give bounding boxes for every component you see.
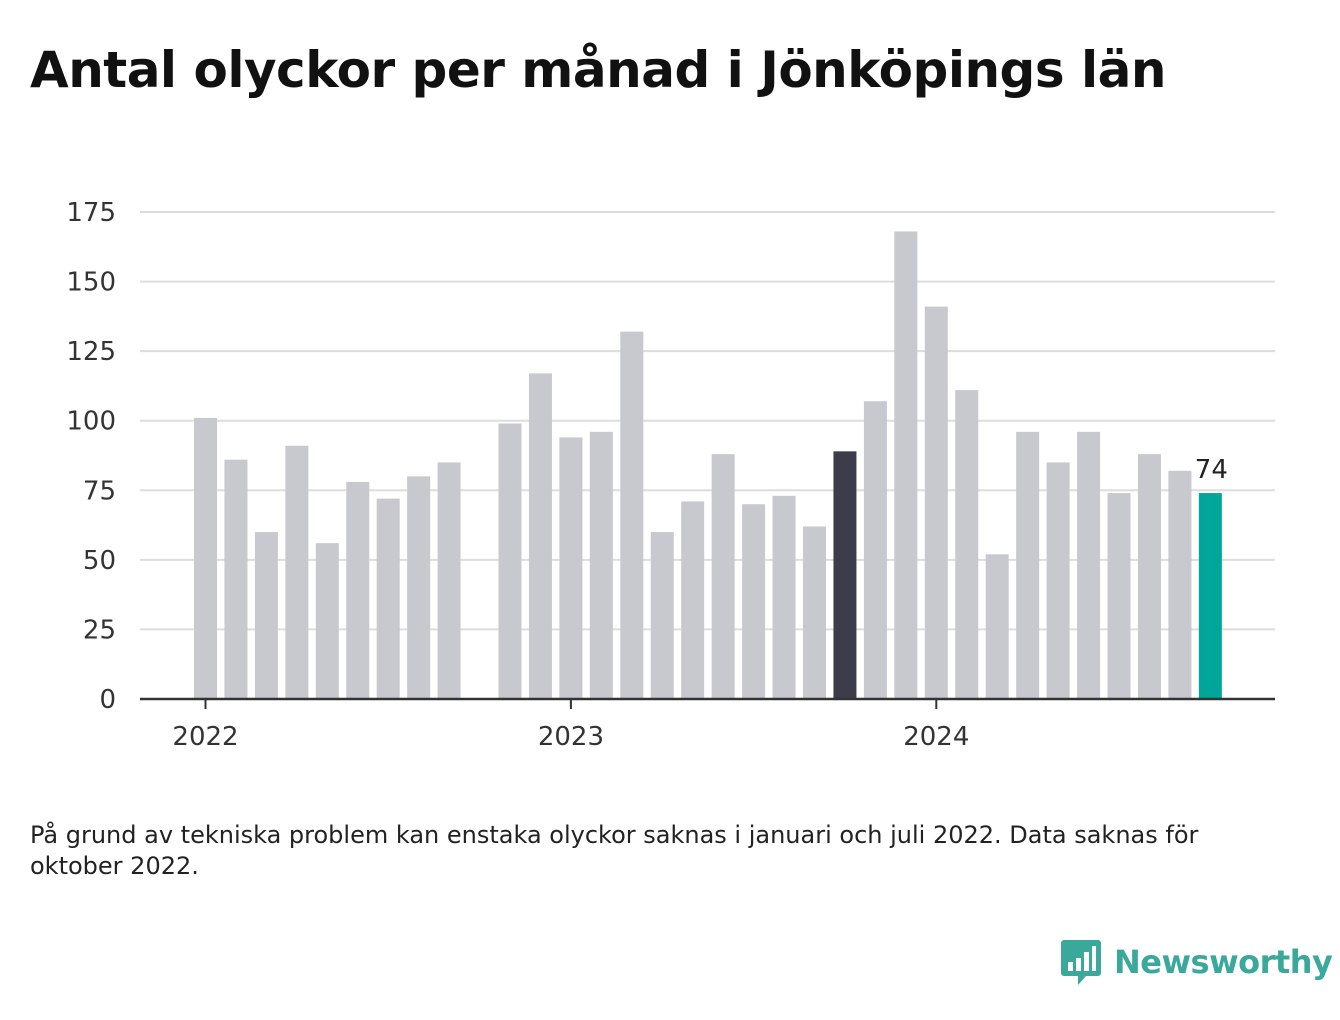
bar-2024-04	[1016, 431, 1040, 699]
y-tick-label: 100	[66, 407, 116, 437]
bar-2023-01	[559, 437, 583, 699]
bar-2022-03	[254, 532, 278, 699]
bar-2024-09	[1168, 470, 1192, 699]
bar-2023-11	[863, 401, 887, 699]
bar-2022-05	[315, 543, 339, 699]
y-tick-label: 25	[83, 615, 116, 645]
x-tick-label: 2023	[538, 722, 604, 752]
bar-2023-07	[742, 504, 766, 699]
bar-2022-07	[376, 498, 400, 699]
y-tick-label: 175	[66, 198, 116, 228]
bar-chart: 0 25 50 75 100 125 150 175 2022 2023 2024 74	[66, 198, 1275, 752]
labels: 0 25 50 75 100 125 150 175 2022 2023 2024 74	[66, 198, 1228, 752]
x-tick-label: 2024	[903, 722, 969, 752]
bar-2023-08	[772, 495, 796, 699]
x-tick-label: 2022	[172, 722, 238, 752]
bar-2024-01	[924, 306, 948, 699]
bar-chart-speech-icon	[1061, 940, 1101, 985]
bar-2022-12	[528, 373, 552, 699]
bar-2023-04	[650, 532, 674, 699]
bar-2023-03	[620, 331, 644, 699]
bar-2022-11	[498, 423, 522, 699]
bar-2022-01	[194, 417, 217, 699]
y-tick-label: 0	[99, 685, 116, 715]
brand-name: Newsworthy	[1114, 943, 1333, 981]
bar-2024-07	[1107, 493, 1131, 699]
bar-2024-03	[985, 554, 1009, 699]
axes	[140, 697, 1275, 709]
bar-2022-09	[437, 462, 461, 699]
bar-2023-09	[803, 526, 826, 699]
bar-2024-05	[1046, 462, 1070, 699]
grid-lines	[140, 211, 1275, 631]
bar-2024-10	[1198, 493, 1222, 699]
chart-title: Antal olyckor per månad i Jönköpings län	[30, 41, 1166, 99]
bars	[194, 231, 1222, 700]
bar-2022-02	[224, 459, 248, 699]
bar-2023-06	[711, 454, 735, 699]
bar-2022-08	[407, 476, 431, 699]
bar-2023-02	[589, 431, 613, 699]
y-tick-label: 150	[66, 268, 116, 298]
bar-2022-04	[285, 445, 309, 699]
bar-2023-12	[894, 231, 918, 700]
footnote: På grund av tekniska problem kan enstaka…	[30, 821, 1199, 880]
y-tick-label: 125	[66, 337, 116, 367]
bar-2024-02	[955, 390, 979, 699]
bar-2024-06	[1077, 431, 1101, 699]
bar-2022-06	[346, 481, 370, 699]
bar-2023-05	[681, 501, 705, 699]
newsworthy-logo[interactable]: Newsworthy	[1060, 938, 1333, 986]
bar-2023-10	[833, 451, 857, 699]
value-label: 74	[1195, 455, 1228, 485]
y-tick-label: 75	[83, 476, 116, 506]
bar-2024-08	[1137, 454, 1161, 699]
y-tick-label: 50	[83, 546, 116, 576]
